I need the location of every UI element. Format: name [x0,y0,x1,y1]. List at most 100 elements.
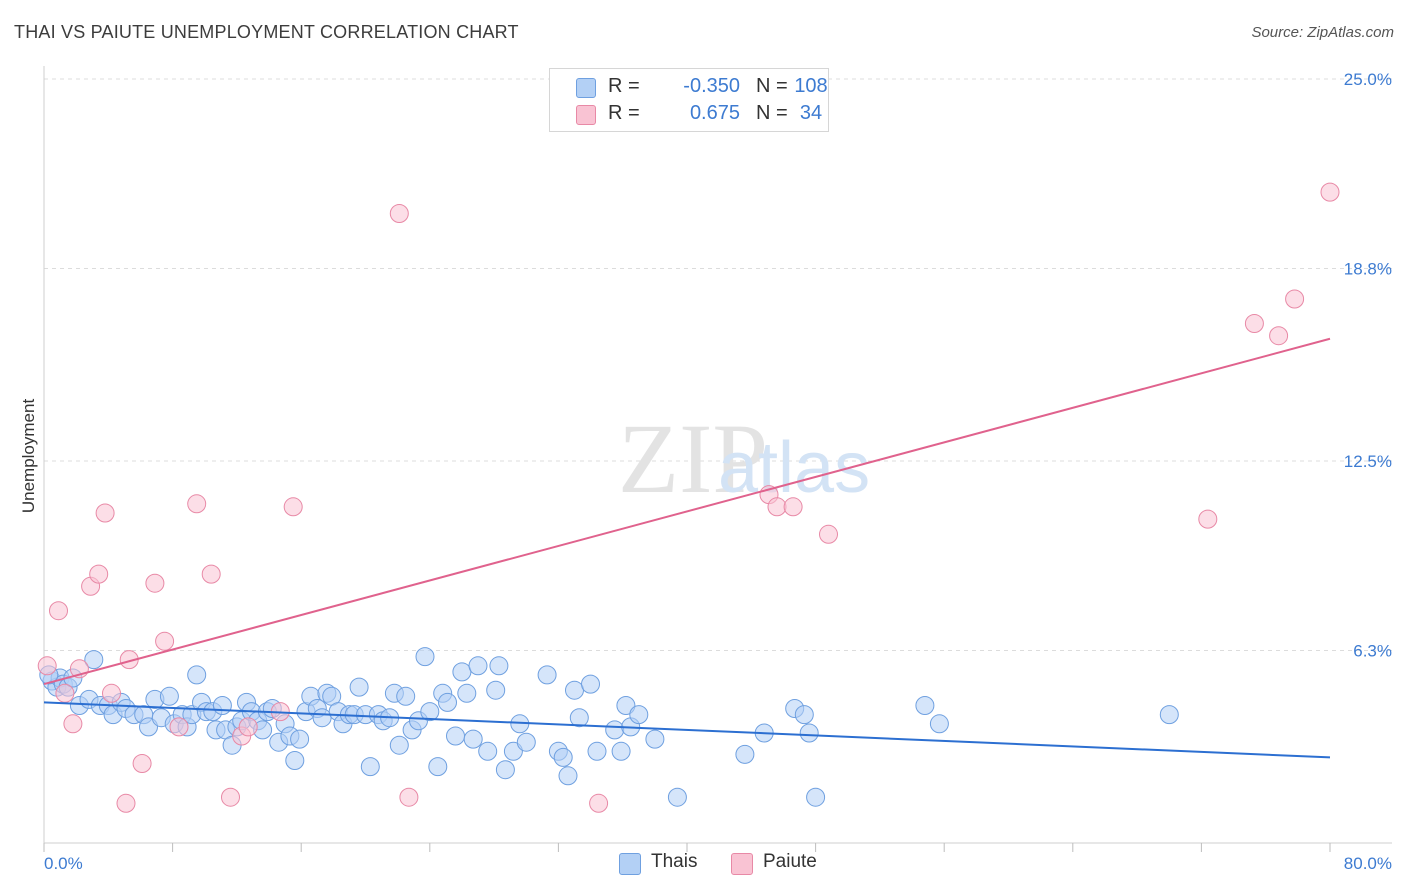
series-label-paiute: Paiute [763,851,817,872]
trend-line-thais [43,701,1331,759]
y-axis-label: Unemployment [19,399,38,514]
data-point [415,647,435,667]
data-point [201,564,221,584]
data-point [187,494,207,514]
data-point [95,503,115,523]
data-point [569,708,589,728]
legend-n-label: N = [756,75,788,97]
axes [43,66,1392,852]
legend-swatch-thais [576,78,596,98]
data-point [155,631,175,651]
data-point [187,665,207,685]
data-point [1285,289,1305,309]
data-point [169,717,189,737]
data-point [537,665,557,685]
data-point [489,656,509,676]
series-swatch-paiute [731,853,753,875]
tick-labels: 6.3% 12.5% 18.8% 25.0% 0.0% 80.0% [44,70,1392,873]
source-label: Source: ZipAtlas.com [1251,24,1394,41]
data-point [667,787,687,807]
data-point [605,720,625,740]
data-point [565,680,584,700]
series-swatch-thais [619,853,641,875]
data-point [37,656,57,676]
data-point [819,524,838,544]
data-point [89,564,109,584]
data-point [290,729,310,749]
data-point [478,741,498,761]
data-point [558,766,578,786]
legend-n-label: N = [756,102,788,124]
data-point [389,735,409,755]
data-point [446,726,465,746]
chart-title: THAI VS PAIUTE UNEMPLOYMENT CORRELATION … [14,22,519,42]
legend-n-value: 34 [799,102,823,124]
data-point [84,650,104,670]
data-point [495,760,515,780]
correlation-legend: R = -0.350 N = 108 R = 0.675 N = 34 [549,68,829,132]
data-point [463,729,483,749]
data-point [399,787,419,807]
data-point [312,708,332,728]
data-point [806,787,826,807]
data-point [1320,182,1340,202]
data-point [438,692,457,712]
data-point [49,601,68,621]
data-point [794,705,814,725]
series-paiute [37,182,1340,813]
legend-r-value: -0.350 [683,75,740,97]
series-label-thais: Thais [651,851,698,872]
data-point [396,686,416,706]
data-point [1159,705,1179,725]
data-point [516,732,536,752]
y-tick-label: 6.3% [1353,641,1392,660]
data-point [428,757,448,777]
data-point [799,723,819,743]
data-point [389,204,409,223]
data-point [221,787,240,807]
x-tick-label: 0.0% [44,854,83,873]
data-point [616,696,636,715]
legend-r-label: R = [608,75,640,97]
legend-n-value: 108 [794,75,828,97]
data-point [589,793,609,813]
data-point [735,744,755,764]
data-point [238,717,258,737]
legend-r-value: 0.675 [689,102,740,124]
data-point [783,497,803,517]
data-point [132,754,152,773]
trend-line-paiute [43,337,1331,686]
data-point [503,741,523,761]
data-point [468,656,488,676]
data-point [553,747,573,767]
legend-swatch-paiute [576,105,596,125]
data-point [63,714,83,734]
data-point [452,662,472,682]
data-point [1269,326,1289,346]
data-point [285,751,305,770]
data-point [767,497,787,517]
data-point [457,683,477,703]
data-point [212,696,232,715]
data-point [116,793,136,813]
data-point [349,677,369,697]
watermark-atlas: atlas [718,428,870,508]
x-tick-label: 80.0% [1344,854,1392,873]
data-point [420,702,440,722]
data-point [645,729,665,749]
data-point [283,497,303,517]
y-tick-label: 12.5% [1344,452,1392,471]
data-point [360,757,380,777]
data-point [581,674,600,694]
data-point [929,714,949,734]
grid-lines [44,78,1392,651]
data-point [55,683,75,703]
legend-r-label: R = [608,102,640,124]
data-point [1198,509,1218,529]
data-point [915,696,935,715]
data-point [1244,314,1264,333]
data-point [611,741,631,761]
y-tick-label: 25.0% [1344,70,1392,89]
data-point [159,686,179,706]
